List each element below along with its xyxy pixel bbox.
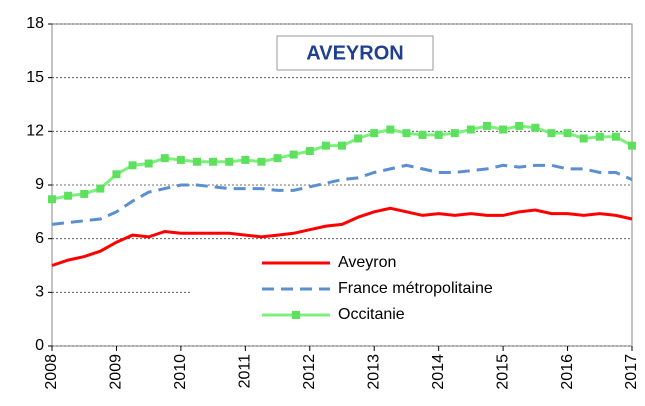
series-marker bbox=[144, 159, 153, 168]
series-line bbox=[51, 163, 633, 226]
series-marker bbox=[547, 129, 556, 138]
series-marker bbox=[563, 129, 572, 138]
series-marker bbox=[305, 147, 314, 156]
series-marker bbox=[176, 155, 185, 164]
series-marker bbox=[128, 161, 137, 170]
x-tick-label: 2012 bbox=[301, 354, 318, 390]
x-tick-label: 2013 bbox=[365, 354, 382, 390]
title-box bbox=[276, 35, 434, 71]
y-tick-label: 0 bbox=[35, 337, 44, 354]
legend-marker bbox=[292, 311, 300, 319]
x-tick-label: 2014 bbox=[430, 354, 447, 390]
series-marker bbox=[499, 125, 508, 134]
series-marker bbox=[402, 129, 411, 138]
y-tick-label: 9 bbox=[35, 176, 44, 193]
legend-label: France métropolitaine bbox=[338, 280, 493, 297]
series-marker bbox=[112, 170, 121, 179]
series-marker bbox=[209, 157, 218, 166]
y-tick-label: 3 bbox=[35, 284, 44, 301]
y-tick-label: 18 bbox=[26, 15, 44, 32]
series-marker bbox=[48, 195, 56, 204]
series-marker bbox=[241, 155, 250, 164]
x-tick-label: 2011 bbox=[237, 354, 254, 389]
series-marker bbox=[96, 184, 105, 193]
x-tick-label: 2016 bbox=[559, 354, 576, 390]
series-marker bbox=[450, 129, 459, 138]
series-marker bbox=[579, 134, 588, 143]
series-marker bbox=[354, 134, 363, 143]
series-marker bbox=[321, 141, 330, 150]
series-marker bbox=[257, 157, 266, 166]
series-marker bbox=[386, 125, 395, 134]
series-marker bbox=[515, 121, 524, 130]
series-marker bbox=[64, 191, 73, 200]
series-line bbox=[51, 206, 633, 267]
x-tick-label: 2015 bbox=[494, 354, 511, 390]
series-marker bbox=[595, 132, 604, 141]
x-tick-label: 2008 bbox=[43, 354, 60, 390]
series-marker bbox=[225, 157, 234, 166]
series-marker bbox=[193, 157, 201, 166]
y-tick-label: 6 bbox=[35, 230, 44, 247]
chart-title: AVEYRON bbox=[306, 42, 403, 64]
series-marker bbox=[289, 150, 298, 159]
y-tick-label: 15 bbox=[26, 69, 44, 86]
series-marker bbox=[434, 130, 443, 139]
series-marker bbox=[160, 154, 169, 163]
series-marker bbox=[338, 141, 346, 150]
series-marker bbox=[466, 125, 475, 134]
series-marker bbox=[418, 130, 427, 139]
series-marker bbox=[370, 129, 379, 138]
x-tick-label: 2009 bbox=[108, 354, 125, 390]
y-tick-label: 12 bbox=[26, 123, 44, 140]
series-marker bbox=[273, 154, 282, 163]
x-tick-label: 2010 bbox=[172, 354, 189, 390]
legend-label: Aveyron bbox=[338, 254, 396, 271]
series-marker bbox=[531, 123, 540, 132]
series-marker bbox=[80, 189, 89, 198]
series-marker bbox=[611, 132, 620, 141]
x-tick-label: 2017 bbox=[623, 354, 640, 390]
series-marker bbox=[483, 121, 491, 130]
legend-label: Occitanie bbox=[338, 306, 405, 323]
series-marker bbox=[628, 141, 636, 150]
